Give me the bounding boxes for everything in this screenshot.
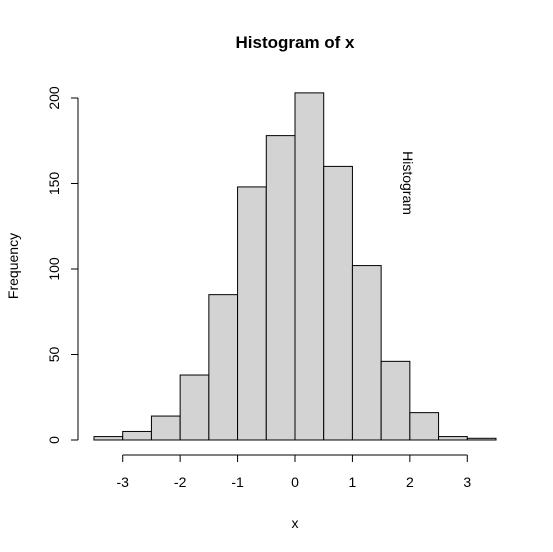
histogram-bar <box>208 294 239 441</box>
bars-group <box>93 92 497 441</box>
histogram-bar <box>122 430 152 441</box>
y-axis-label: Frequency <box>5 233 21 299</box>
y-tick-label: 100 <box>46 257 62 281</box>
y-tick-label: 50 <box>46 347 62 363</box>
histogram-bar <box>237 186 267 441</box>
x-tick-label: -2 <box>174 474 187 490</box>
histogram-bar <box>438 436 468 441</box>
histogram-bar <box>323 165 353 441</box>
histogram-bar <box>93 436 124 441</box>
x-axis: -3 -2 -1 0 1 2 3 <box>116 454 471 490</box>
y-tick-label: 150 <box>46 172 62 196</box>
x-tick-label: 1 <box>349 474 357 490</box>
histogram-bar <box>265 135 296 441</box>
y-tick-label: 200 <box>46 86 62 110</box>
histogram-annotation: Histogram <box>400 151 416 215</box>
histogram-bar <box>150 415 181 441</box>
x-tick-label: -1 <box>231 474 244 490</box>
histogram-bar <box>409 412 440 441</box>
x-tick-label: -3 <box>116 474 129 490</box>
histogram-bar <box>466 437 497 441</box>
histogram-bar <box>294 92 325 441</box>
histogram-bar <box>179 374 210 441</box>
x-tick-label: 2 <box>406 474 414 490</box>
histogram-bar <box>380 360 411 441</box>
x-axis-label: x <box>292 515 299 531</box>
histogram-bar <box>351 265 382 441</box>
y-axis: 0 50 100 150 200 <box>46 86 79 444</box>
chart-title: Histogram of x <box>235 33 355 52</box>
x-tick-label: 3 <box>463 474 471 490</box>
x-tick-label: 0 <box>291 474 299 490</box>
y-tick-label: 0 <box>46 436 62 444</box>
